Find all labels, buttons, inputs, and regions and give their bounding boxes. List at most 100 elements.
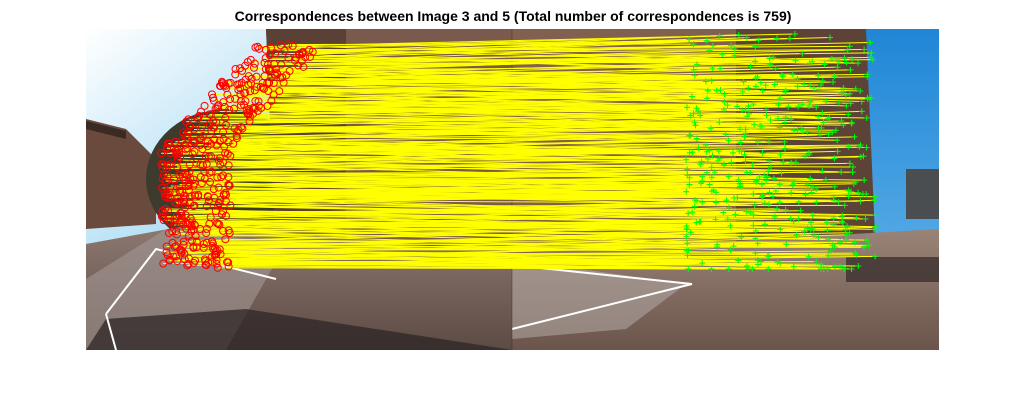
target-marker <box>755 37 762 44</box>
target-marker <box>791 31 798 37</box>
source-marker <box>180 200 189 209</box>
source-marker <box>175 171 184 180</box>
target-marker <box>852 179 859 186</box>
target-marker <box>799 127 806 134</box>
source-marker <box>205 168 214 177</box>
source-marker <box>209 185 218 194</box>
correspondence-line <box>211 117 778 132</box>
target-marker <box>732 211 739 218</box>
target-marker <box>752 227 759 234</box>
source-marker <box>291 53 300 62</box>
target-marker <box>759 192 766 199</box>
target-marker <box>691 203 698 210</box>
target-marker <box>814 113 821 120</box>
correspondence-line <box>229 222 844 234</box>
target-marker <box>777 226 784 233</box>
source-marker <box>213 173 222 182</box>
source-marker <box>187 225 196 234</box>
source-marker <box>239 100 248 109</box>
correspondence-line <box>284 46 756 52</box>
source-marker <box>184 181 193 190</box>
target-marker <box>690 41 697 48</box>
source-marker <box>245 106 254 115</box>
source-marker <box>203 137 212 146</box>
target-markers <box>683 31 879 272</box>
source-marker <box>179 220 188 229</box>
correspondence-line <box>219 248 687 251</box>
target-marker <box>804 129 811 136</box>
target-marker <box>766 55 773 62</box>
target-marker <box>721 90 728 97</box>
source-marker <box>212 141 221 150</box>
correspondence-line <box>201 182 839 203</box>
source-marker <box>224 226 233 235</box>
source-marker <box>211 250 220 259</box>
source-marker <box>158 174 167 183</box>
correspondence-line <box>209 223 756 239</box>
target-marker <box>750 222 757 229</box>
target-marker <box>861 46 868 53</box>
source-marker <box>180 195 189 204</box>
source-marker <box>231 64 240 73</box>
correspondence-line <box>281 60 796 66</box>
source-marker <box>219 190 228 199</box>
source-marker <box>203 192 212 201</box>
source-marker <box>243 109 252 118</box>
target-marker <box>809 212 816 219</box>
correspondence-lines <box>161 33 876 270</box>
target-marker <box>763 112 770 119</box>
target-marker <box>835 58 842 65</box>
target-marker <box>849 169 856 176</box>
target-marker <box>767 61 774 68</box>
target-marker <box>776 95 783 102</box>
target-marker <box>702 78 709 85</box>
target-marker <box>692 122 699 129</box>
target-marker <box>717 65 724 72</box>
target-marker <box>761 172 768 179</box>
target-marker <box>745 110 752 117</box>
target-marker <box>728 159 735 166</box>
target-marker <box>693 105 700 112</box>
target-marker <box>808 189 815 196</box>
target-marker <box>817 266 824 272</box>
target-marker <box>683 247 690 254</box>
correspondence-line <box>215 236 819 256</box>
target-marker <box>751 121 758 128</box>
target-marker <box>849 163 856 170</box>
correspondence-line <box>209 113 755 126</box>
target-marker <box>840 85 847 92</box>
source-marker <box>221 120 230 129</box>
target-marker <box>708 77 715 84</box>
correspondence-line <box>212 250 831 258</box>
target-marker <box>835 100 842 107</box>
source-marker <box>172 227 181 236</box>
target-marker <box>738 233 745 240</box>
source-marker <box>179 240 188 249</box>
correspondence-line <box>247 112 830 119</box>
source-marker <box>219 134 228 143</box>
source-marker <box>224 161 233 170</box>
target-marker <box>714 157 721 164</box>
correspondence-line <box>223 138 867 149</box>
target-marker <box>685 266 692 272</box>
source-marker <box>184 115 193 124</box>
source-marker <box>159 216 168 225</box>
source-marker <box>220 142 229 151</box>
source-marker <box>216 160 225 169</box>
source-marker <box>175 180 184 189</box>
source-marker <box>218 171 227 180</box>
target-marker <box>806 60 813 67</box>
target-marker <box>853 214 860 221</box>
target-marker <box>739 106 746 113</box>
target-marker <box>802 153 809 160</box>
target-marker <box>846 43 853 50</box>
source-marker <box>162 164 171 173</box>
target-marker <box>798 124 805 131</box>
target-marker <box>728 42 735 49</box>
source-marker <box>280 46 289 55</box>
target-marker <box>823 219 830 226</box>
correspondence-line <box>267 54 735 66</box>
target-marker <box>774 78 781 85</box>
source-marker <box>211 207 220 216</box>
source-marker <box>192 243 201 252</box>
